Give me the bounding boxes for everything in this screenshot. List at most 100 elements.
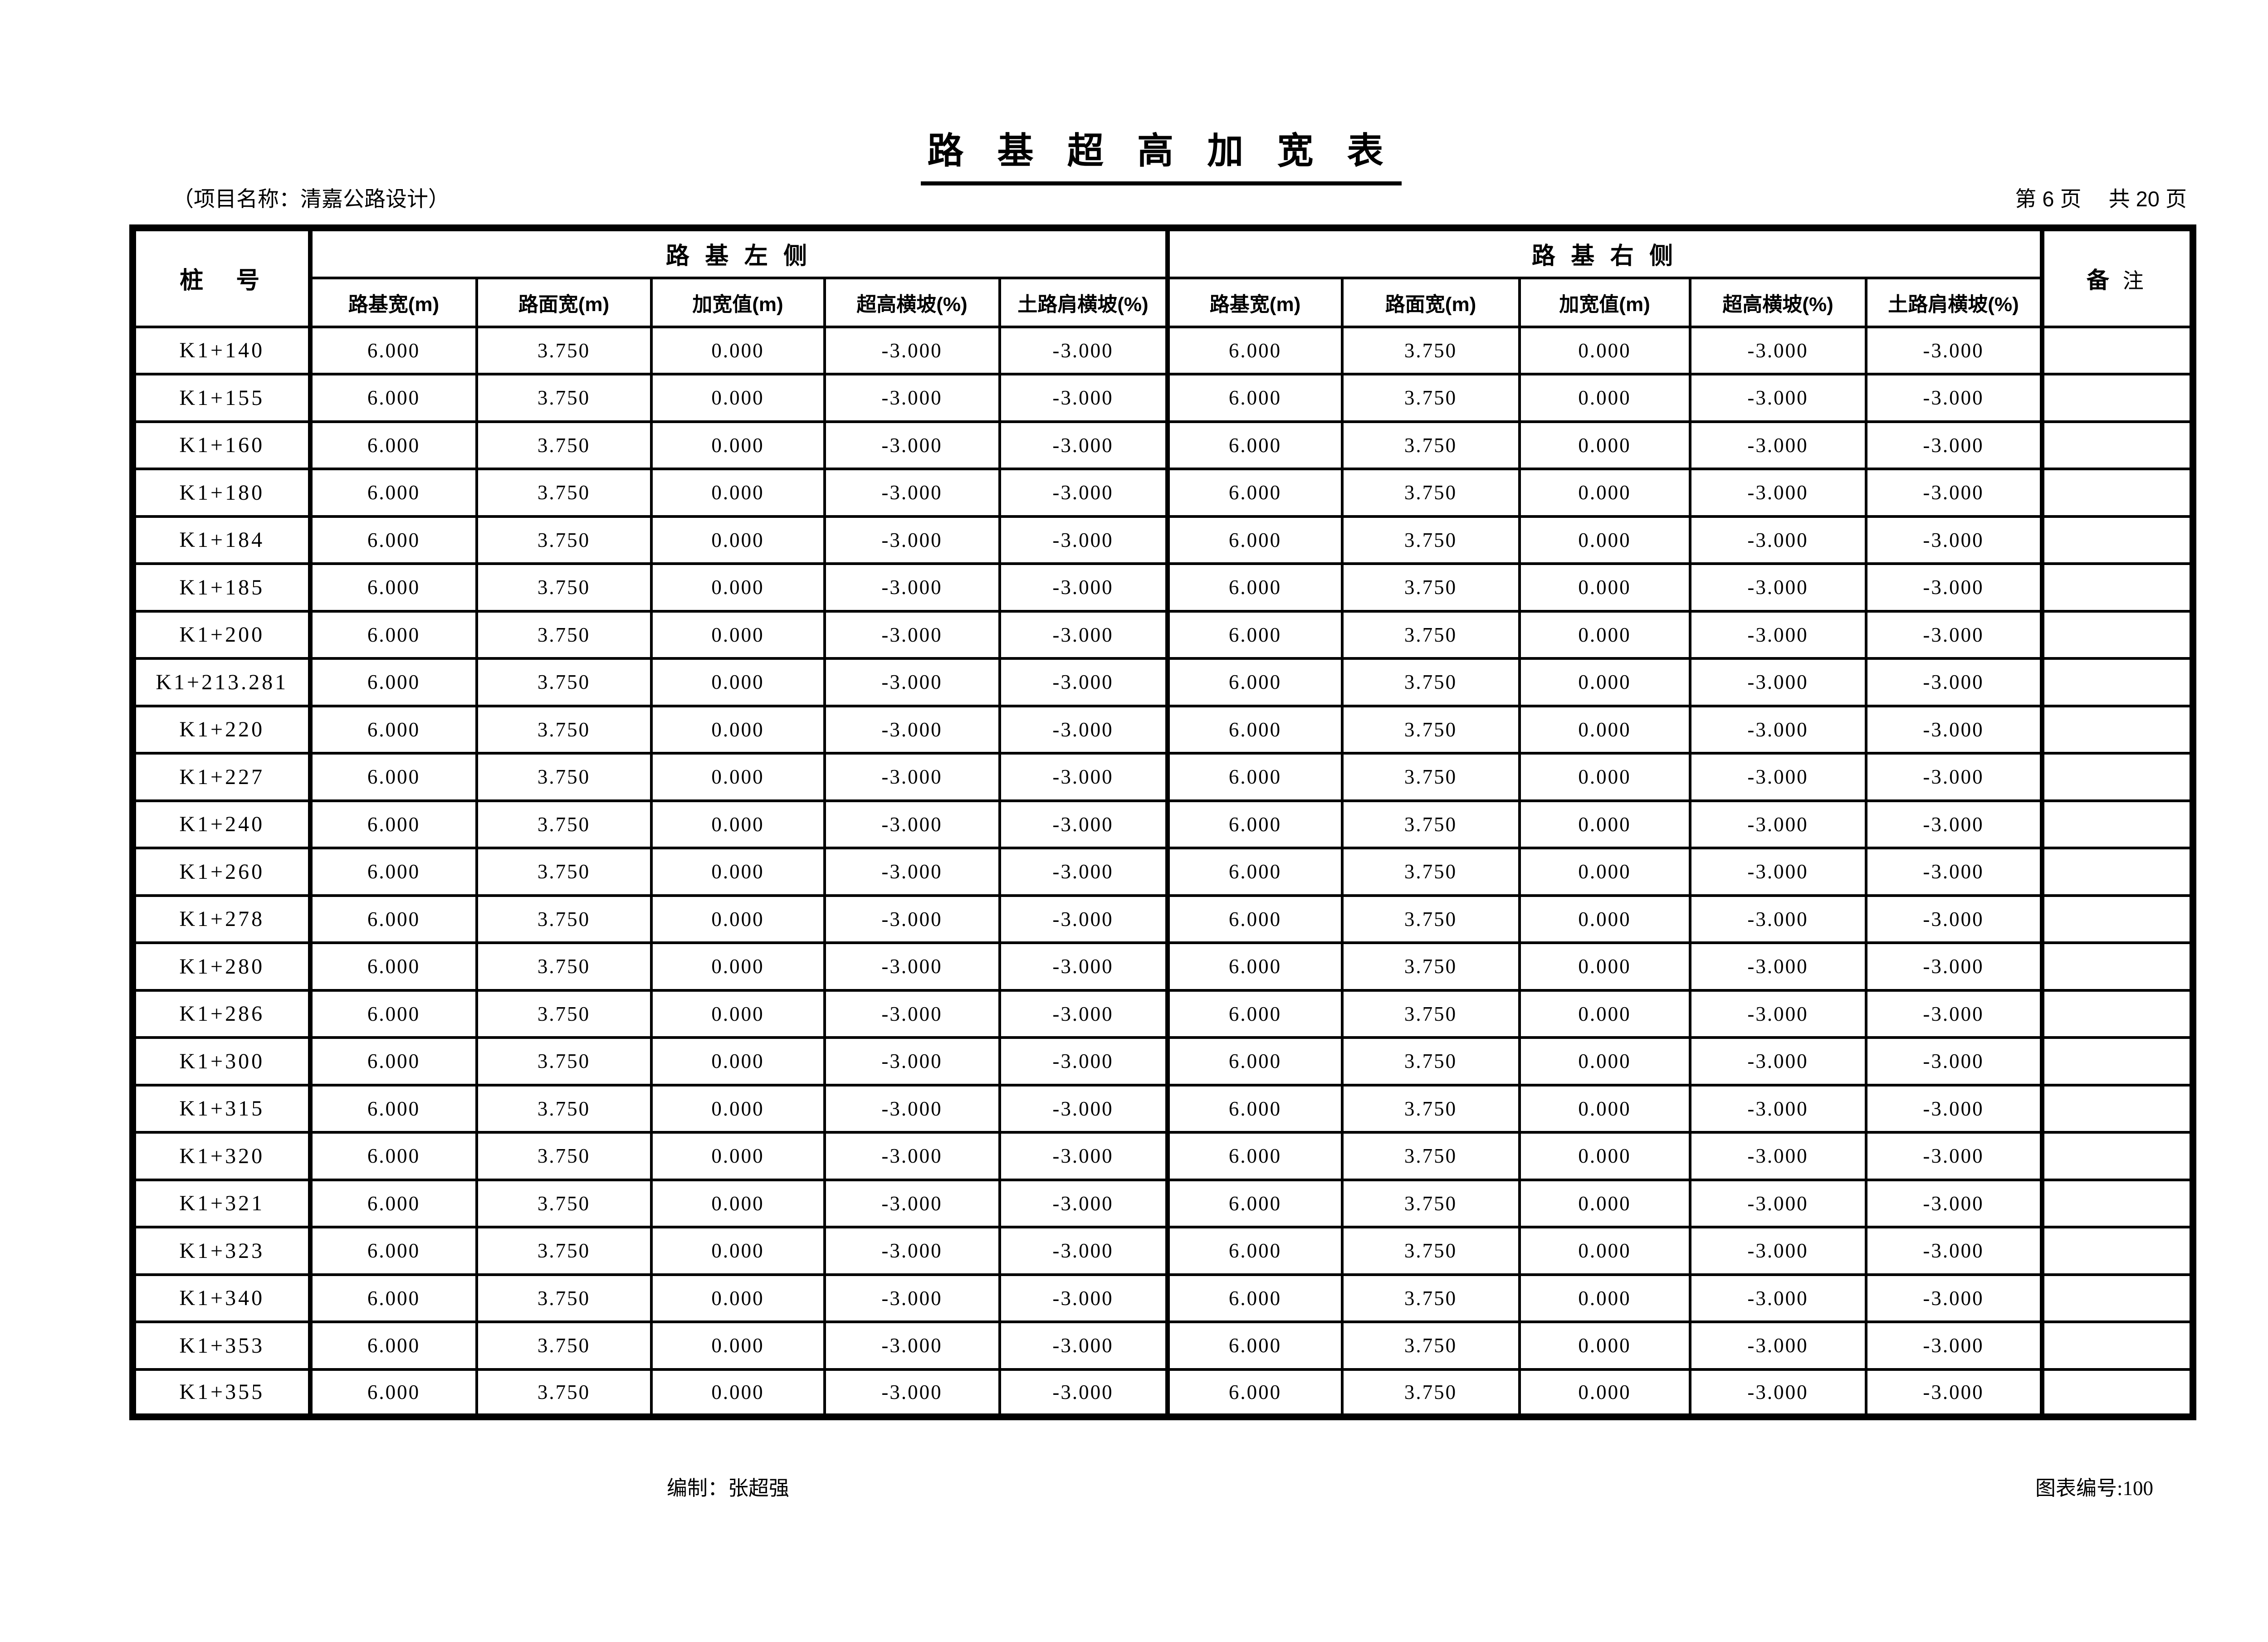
stake-cell: K1+300 xyxy=(131,1036,312,1087)
value-cell: 3.750 xyxy=(475,989,653,1039)
value-cell: -3.000 xyxy=(1688,1226,1867,1276)
value-cell: -3.000 xyxy=(1864,1368,2043,1418)
value-cell: -3.000 xyxy=(1688,847,1867,897)
value-cell: -3.000 xyxy=(1688,894,1867,944)
stake-cell: K1+227 xyxy=(131,752,312,802)
value-cell: 3.750 xyxy=(475,609,653,660)
remark-cell xyxy=(2039,752,2195,802)
col-subheader-left-4: 土路肩横坡(%) xyxy=(998,276,1169,328)
table-row: K1+200 6.000 3.750 0.000 -3.000 -3.000 6.000 3.… xyxy=(131,609,2195,660)
value-cell: 3.750 xyxy=(475,1368,653,1418)
value-cell: -3.000 xyxy=(1864,989,2043,1039)
header-group-row: 桩 号 路 基 左 侧 路 基 右 侧 备 注 xyxy=(131,226,2195,328)
value-cell: 0.000 xyxy=(1518,609,1691,660)
value-cell: -3.000 xyxy=(1864,847,2043,897)
value-cell: -3.000 xyxy=(1688,941,1867,992)
table-row: K1+185 6.000 3.750 0.000 -3.000 -3.000 6.000 3.… xyxy=(131,562,2195,613)
table-row: K1+184 6.000 3.750 0.000 -3.000 -3.000 6.000 3.… xyxy=(131,515,2195,565)
value-cell: 0.000 xyxy=(650,1273,826,1323)
value-cell: 3.750 xyxy=(475,468,653,518)
value-cell: 3.750 xyxy=(475,847,653,897)
value-cell: -3.000 xyxy=(1864,1131,2043,1181)
stake-cell: K1+340 xyxy=(131,1273,312,1323)
value-cell: -3.000 xyxy=(998,609,1169,660)
value-cell: 0.000 xyxy=(650,894,826,944)
value-cell: -3.000 xyxy=(823,325,1001,375)
value-cell: -3.000 xyxy=(823,989,1001,1039)
value-cell: 0.000 xyxy=(1518,468,1691,518)
col-subheader-right-0: 路基宽(m) xyxy=(1165,276,1344,328)
value-cell: 6.000 xyxy=(1165,373,1344,423)
value-cell: -3.000 xyxy=(1688,1083,1867,1134)
value-cell: 6.000 xyxy=(1165,1273,1344,1323)
value-cell: 0.000 xyxy=(1518,989,1691,1039)
footer-row: 编制：张超强 图表编号:100 xyxy=(129,1475,2190,1502)
value-cell: -3.000 xyxy=(998,515,1169,565)
value-cell: 6.000 xyxy=(1165,468,1344,518)
superelevation-widening-table: 桩 号 路 基 左 侧 路 基 右 侧 备 注 路基宽(m) 路面宽(m) 加宽值(… xyxy=(129,224,2197,1420)
value-cell: 3.750 xyxy=(1340,657,1521,707)
page-title: 路 基 超 高 加 宽 表 xyxy=(921,122,1402,185)
value-cell: -3.000 xyxy=(998,1273,1169,1323)
value-cell: -3.000 xyxy=(1864,1226,2043,1276)
value-cell: 3.750 xyxy=(475,894,653,944)
table-row: K1+280 6.000 3.750 0.000 -3.000 -3.000 6.000 3.… xyxy=(131,941,2195,992)
value-cell: 0.000 xyxy=(1518,325,1691,375)
value-cell: 6.000 xyxy=(308,468,478,518)
value-cell: -3.000 xyxy=(998,325,1169,375)
value-cell: -3.000 xyxy=(823,941,1001,992)
value-cell: 6.000 xyxy=(308,1273,478,1323)
value-cell: 6.000 xyxy=(1165,609,1344,660)
value-cell: 0.000 xyxy=(650,704,826,755)
meta-row: （项目名称：清嘉公路设计） 第 6 页 共 20 页 xyxy=(129,185,2190,213)
value-cell: 3.750 xyxy=(475,1178,653,1228)
value-cell: 0.000 xyxy=(1518,562,1691,613)
remark-cell xyxy=(2039,420,2195,470)
value-cell: 6.000 xyxy=(308,420,478,470)
value-cell: 3.750 xyxy=(475,325,653,375)
value-cell: -3.000 xyxy=(823,894,1001,944)
value-cell: 6.000 xyxy=(308,609,478,660)
value-cell: 0.000 xyxy=(1518,1036,1691,1087)
value-cell: 3.750 xyxy=(1340,1320,1521,1371)
remark-cell xyxy=(2039,941,2195,992)
value-cell: -3.000 xyxy=(1688,609,1867,660)
col-subheader-left-2: 加宽值(m) xyxy=(650,276,826,328)
table-row: K1+155 6.000 3.750 0.000 -3.000 -3.000 6.000 3.… xyxy=(131,373,2195,423)
value-cell: 0.000 xyxy=(1518,1320,1691,1371)
col-subheader-right-4: 土路肩横坡(%) xyxy=(1864,276,2043,328)
col-subheader-right-1: 路面宽(m) xyxy=(1340,276,1521,328)
value-cell: 0.000 xyxy=(650,515,826,565)
value-cell: 3.750 xyxy=(475,1036,653,1087)
value-cell: -3.000 xyxy=(1688,420,1867,470)
value-cell: 3.750 xyxy=(475,941,653,992)
value-cell: 3.750 xyxy=(475,1131,653,1181)
value-cell: 0.000 xyxy=(1518,1226,1691,1276)
remark-cell xyxy=(2039,799,2195,849)
value-cell: 0.000 xyxy=(650,420,826,470)
value-cell: 0.000 xyxy=(650,752,826,802)
table-row: K1+260 6.000 3.750 0.000 -3.000 -3.000 6.000 3.… xyxy=(131,847,2195,897)
value-cell: -3.000 xyxy=(1688,562,1867,613)
remark-cell xyxy=(2039,989,2195,1039)
value-cell: -3.000 xyxy=(1864,704,2043,755)
value-cell: 6.000 xyxy=(1165,1368,1344,1418)
stake-cell: K1+240 xyxy=(131,799,312,849)
value-cell: -3.000 xyxy=(998,468,1169,518)
value-cell: 3.750 xyxy=(1340,420,1521,470)
value-cell: -3.000 xyxy=(1864,752,2043,802)
remark-label-bold: 备 xyxy=(2086,267,2113,293)
value-cell: 3.750 xyxy=(1340,752,1521,802)
value-cell: 6.000 xyxy=(1165,515,1344,565)
value-cell: 6.000 xyxy=(308,515,478,565)
value-cell: -3.000 xyxy=(823,1178,1001,1228)
value-cell: 0.000 xyxy=(650,1036,826,1087)
value-cell: -3.000 xyxy=(998,989,1169,1039)
value-cell: 3.750 xyxy=(475,515,653,565)
value-cell: 6.000 xyxy=(1165,704,1344,755)
table-row: K1+321 6.000 3.750 0.000 -3.000 -3.000 6.000 3.… xyxy=(131,1178,2195,1228)
remark-label-light: 注 xyxy=(2122,268,2147,292)
value-cell: 6.000 xyxy=(1165,847,1344,897)
value-cell: -3.000 xyxy=(823,420,1001,470)
value-cell: 3.750 xyxy=(1340,1178,1521,1228)
